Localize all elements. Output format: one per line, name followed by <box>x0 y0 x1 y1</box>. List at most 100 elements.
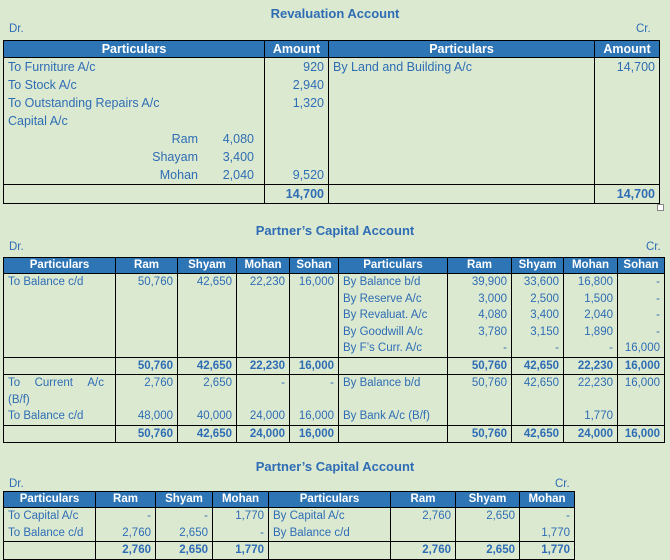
total-shyam: 2,650 <box>155 541 213 560</box>
header-particulars: Particulars <box>268 491 391 508</box>
header-ram: Ram <box>115 257 178 274</box>
amount-cell: 920 <box>264 57 329 76</box>
header-particulars: Particulars <box>3 257 116 274</box>
mohan-cell: 1,890 <box>563 323 618 340</box>
total-mohan: 1,770 <box>212 541 269 560</box>
total-row: 50,760 42,650 24,000 16,000 50,760 42,65… <box>3 424 665 443</box>
mohan-cell: 1,770 <box>519 524 575 542</box>
particulars-cell: To Capital A/c <box>3 507 96 525</box>
ram-cell: 50,760 <box>447 374 512 392</box>
total-mohan: 1,770 <box>519 541 575 560</box>
sohan-cell: 16,000 <box>289 408 339 425</box>
revaluation-cr-label: Cr. <box>636 23 651 35</box>
total-ram: 50,760 <box>115 424 178 443</box>
total-sohan: 16,000 <box>617 356 665 375</box>
sohan-cell: - <box>289 374 339 392</box>
sohan-cell: 16,000 <box>617 340 665 357</box>
amount-cell: 14,700 <box>594 57 660 76</box>
header-shyam: Shyam <box>155 491 213 508</box>
sohan-cell: - <box>617 290 665 307</box>
capital-account-2-title: Partner’s Capital Account <box>255 459 415 474</box>
header-ram: Ram <box>390 491 456 508</box>
sohan-cell: - <box>617 273 665 291</box>
shyam-cell: 2,650 <box>177 374 237 392</box>
header-shyam: Shyam <box>455 491 520 508</box>
particulars-cell: To Balance c/d <box>3 408 116 425</box>
sohan-cell <box>617 408 665 425</box>
partner-share: 4,080 <box>222 132 254 146</box>
sohan-cell: - <box>617 307 665 324</box>
table-row: To Current A/c 2,760 2,650 - - By Balance … <box>3 374 665 392</box>
partner-share: 2,040 <box>222 168 254 182</box>
capital-dr-label: Dr. <box>9 241 24 253</box>
resize-handle-icon[interactable] <box>657 204 664 211</box>
shyam-cell: 33,600 <box>511 273 564 291</box>
shyam-cell: 42,650 <box>177 273 237 291</box>
ram-cell: 39,900 <box>447 273 512 291</box>
dr-total: 14,700 <box>264 184 329 204</box>
particulars-word: To <box>8 377 21 389</box>
particulars-cell: By Balance b/d <box>338 374 448 392</box>
table-row: (B/f) <box>3 391 665 408</box>
mohan-cell: - <box>212 524 269 542</box>
capital-cr-label: Cr. <box>646 241 661 253</box>
total-ram: 2,760 <box>390 541 456 560</box>
cr-total: 14,700 <box>594 184 660 204</box>
shyam-cell <box>511 408 564 425</box>
header-mohan: Mohan <box>212 491 269 508</box>
particulars-cell: By Bank A/c (B/f) <box>338 408 448 425</box>
mohan-cell: 2,040 <box>563 307 618 324</box>
ram-cell: 3,780 <box>447 323 512 340</box>
particulars-cell: To Balance c/d <box>3 524 96 542</box>
ram-cell: - <box>447 340 512 357</box>
shyam-cell: 2,650 <box>155 524 213 542</box>
revaluation-title: Revaluation Account <box>270 6 400 21</box>
total-mohan: 22,230 <box>563 356 618 375</box>
total-ram: 50,760 <box>447 424 512 443</box>
particulars-cell: By Balance c/d <box>268 524 391 542</box>
header-amount: Amount <box>594 40 660 58</box>
revaluation-table: Particulars Amount Particulars Amount To… <box>3 40 660 204</box>
shyam-cell: 42,650 <box>511 374 564 392</box>
shyam-cell: 3,400 <box>511 307 564 324</box>
header-sohan: Sohan <box>617 257 665 274</box>
particulars-cell: To Furniture A/c <box>3 57 265 76</box>
ram-cell: 48,000 <box>115 408 178 425</box>
particulars-cell: By Goodwill A/c <box>338 323 448 340</box>
header-mohan: Mohan <box>563 257 618 274</box>
capital-2-dr-label: Dr. <box>9 478 24 490</box>
amount-cell: 9,520 <box>264 166 329 185</box>
partner-name: Shayam <box>152 150 198 164</box>
table-row: To Capital A/c - - 1,770 By Capital A/c … <box>3 507 575 525</box>
sohan-cell: 16,000 <box>289 273 339 291</box>
mohan-cell: 22,230 <box>236 273 290 291</box>
ram-cell: 4,080 <box>447 307 512 324</box>
table-row: To Stock A/c 2,940 <box>3 76 660 94</box>
table-row: Shayam 3,400 <box>3 148 660 166</box>
capital-account-title: Partner’s Capital Account <box>255 223 415 238</box>
ram-cell: 50,760 <box>115 273 178 291</box>
total-row: 14,700 14,700 <box>3 184 660 204</box>
header-particulars: Particulars <box>3 491 96 508</box>
table-row: Capital A/c <box>3 112 660 130</box>
ram-cell <box>447 408 512 425</box>
particulars-word: A/c <box>87 377 104 389</box>
table-row: Mohan 2,040 9,520 <box>3 166 660 185</box>
particulars-cell: By Capital A/c <box>268 507 391 525</box>
table-row: By F’s Curr. A/c - - - 16,000 <box>3 340 665 357</box>
total-shyam: 2,650 <box>455 541 520 560</box>
total-sohan: 16,000 <box>617 424 665 443</box>
mohan-cell: 22,230 <box>563 374 618 392</box>
table-row: To Balance c/d 48,000 40,000 24,000 16,0… <box>3 408 665 425</box>
particulars-cell: To Outstanding Repairs A/c <box>3 94 265 112</box>
particulars-cell: By Land and Building A/c <box>328 57 595 76</box>
ram-cell: 2,760 <box>95 524 156 542</box>
header-mohan: Mohan <box>236 257 290 274</box>
particulars-cell: To Balance c/d <box>3 273 116 291</box>
total-ram: 50,760 <box>447 356 512 375</box>
total-sohan: 16,000 <box>289 424 339 443</box>
partner-share: 3,400 <box>222 150 254 164</box>
revaluation-dr-label: Dr. <box>9 23 24 35</box>
total-ram: 50,760 <box>115 356 178 375</box>
ram-cell: 2,760 <box>115 374 178 392</box>
